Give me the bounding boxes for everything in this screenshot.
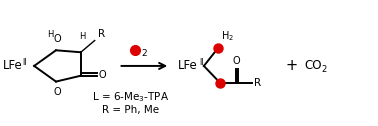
Text: R = Ph, Me: R = Ph, Me xyxy=(102,105,159,115)
Text: LFe: LFe xyxy=(3,59,23,72)
Text: H: H xyxy=(80,32,86,40)
Text: II: II xyxy=(199,58,203,67)
Text: CO: CO xyxy=(304,59,322,72)
Text: 2: 2 xyxy=(141,49,147,58)
Text: O: O xyxy=(53,34,61,44)
Text: R: R xyxy=(254,78,261,88)
Text: H$_2$: H$_2$ xyxy=(221,30,234,43)
Text: LFe: LFe xyxy=(178,59,198,72)
Text: +: + xyxy=(285,58,297,73)
Text: O: O xyxy=(233,56,240,66)
Text: O: O xyxy=(53,87,61,97)
Text: H: H xyxy=(47,30,53,39)
Text: L = 6-Me$_3$-TPA: L = 6-Me$_3$-TPA xyxy=(92,90,169,104)
Text: II: II xyxy=(22,58,27,67)
Text: O: O xyxy=(99,70,106,80)
Text: 2: 2 xyxy=(321,65,326,74)
Text: R: R xyxy=(98,29,105,39)
